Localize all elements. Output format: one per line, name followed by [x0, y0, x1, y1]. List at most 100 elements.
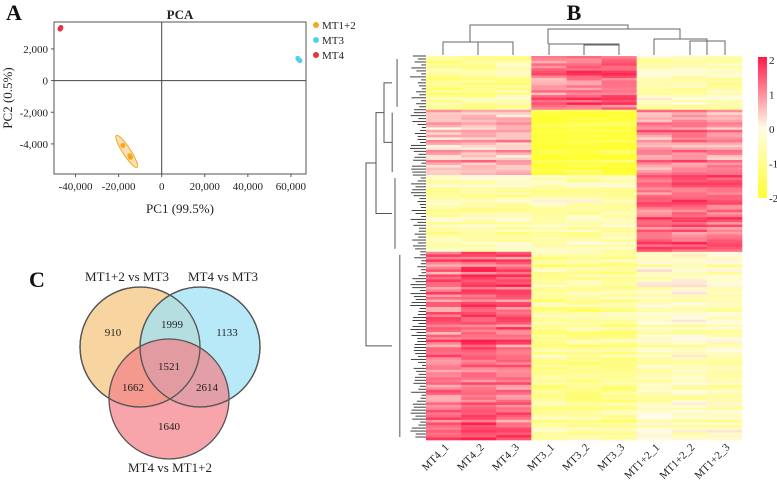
heatmap-cell	[601, 394, 637, 398]
heatmap-cell	[671, 412, 708, 416]
heatmap-cell	[426, 224, 462, 228]
heatmap-cell	[531, 199, 567, 203]
heatmap-cell	[671, 309, 708, 313]
heatmap-cell	[496, 309, 532, 313]
heatmap-cell	[601, 194, 637, 198]
heatmap-cell	[706, 276, 743, 280]
heatmap-cell	[706, 317, 743, 320]
heatmap-cell	[426, 187, 462, 191]
heatmap-cell	[461, 349, 497, 353]
heatmap-cell	[636, 209, 673, 213]
heatmap-cell	[496, 75, 532, 79]
heatmap-cell	[496, 249, 532, 253]
heatmap-cell	[496, 70, 532, 74]
heatmap-cell	[636, 264, 673, 268]
heatmap-cell	[601, 284, 637, 288]
heatmap-cell	[706, 207, 743, 211]
heatmap-cell	[531, 152, 567, 156]
heatmap-cell	[566, 309, 602, 313]
heatmap-cell	[671, 377, 708, 381]
heatmap-cell	[496, 222, 532, 225]
heatmap-cell	[426, 322, 462, 325]
heatmap-cell	[426, 427, 462, 431]
heatmap-cell	[706, 68, 743, 71]
heatmap-cell	[426, 429, 462, 433]
heatmap-cell	[461, 274, 497, 278]
heatmap-cell	[461, 75, 497, 79]
heatmap-cell	[601, 164, 637, 168]
colorbar-tick-label: 0	[769, 124, 775, 136]
heatmap-cell	[531, 77, 567, 81]
heatmap-cell	[461, 369, 497, 373]
heatmap-cell	[461, 229, 497, 233]
heatmap-cell	[636, 104, 673, 108]
heatmap-cell	[426, 284, 462, 288]
heatmap-cell	[531, 58, 567, 62]
venn-count-1-2: 1999	[161, 319, 184, 331]
heatmap-cell	[601, 251, 637, 255]
pca-title: PCA	[167, 7, 194, 22]
heatmap-cell	[601, 291, 637, 295]
heatmap-cell	[496, 68, 532, 71]
colorbar-tick-label: 2	[769, 55, 775, 67]
heatmap-cell	[461, 175, 497, 178]
heatmap-cell	[531, 332, 567, 335]
heatmap-cell	[426, 372, 462, 376]
heatmap-cell	[636, 82, 673, 86]
heatmap-cell	[566, 182, 602, 186]
heatmap-cell	[601, 309, 637, 313]
heatmap-cell	[706, 422, 743, 426]
heatmap-cell	[461, 207, 497, 211]
heatmap-cell	[531, 249, 567, 253]
heatmap-cell	[566, 251, 602, 255]
heatmap-cell	[496, 147, 532, 151]
heatmap-cell	[636, 152, 673, 156]
heatmap-cell	[461, 407, 497, 411]
heatmap-cell	[706, 236, 743, 240]
heatmap-cell	[706, 377, 743, 381]
heatmap-cell	[461, 256, 497, 260]
heatmap-cell	[426, 63, 462, 67]
heatmap-cell	[426, 80, 462, 84]
heatmap-cell	[566, 389, 602, 393]
heatmap-cell	[671, 222, 708, 225]
heatmap-cell	[531, 387, 567, 391]
heatmap-cell	[496, 437, 532, 441]
heatmap-cell	[496, 357, 532, 361]
heatmap-cell	[636, 58, 673, 62]
heatmap-cell	[671, 379, 708, 383]
heatmap-cell	[601, 296, 637, 300]
heatmap-cell	[601, 197, 637, 201]
heatmap-cell	[636, 102, 673, 106]
heatmap-cell	[601, 162, 637, 166]
heatmap-cell	[601, 134, 637, 138]
heatmap-cell	[601, 266, 637, 270]
heatmap-cell	[531, 232, 567, 235]
heatmap-cell	[671, 119, 708, 123]
heatmap-cell	[496, 407, 532, 411]
heatmap-cell	[706, 279, 743, 283]
heatmap-cell	[636, 207, 673, 211]
heatmap-cell	[566, 147, 602, 151]
heatmap-cell	[531, 239, 567, 243]
heatmap-cell	[426, 229, 462, 233]
heatmap-cell	[496, 304, 532, 308]
heatmap-cell	[706, 65, 743, 69]
heatmap-cell	[601, 369, 637, 373]
heatmap-cell	[531, 82, 567, 86]
heatmap-cell	[426, 134, 462, 138]
heatmap-cell	[636, 322, 673, 325]
heatmap-cell	[706, 294, 743, 298]
heatmap-cell	[531, 314, 567, 318]
heatmap-cell	[671, 389, 708, 393]
heatmap-cell	[426, 432, 462, 436]
heatmap-cell	[636, 149, 673, 153]
heatmap-cell	[531, 107, 567, 111]
heatmap-cell	[566, 199, 602, 203]
heatmap-cell	[601, 107, 637, 111]
heatmap-cell	[601, 307, 637, 310]
heatmap-cell	[566, 432, 602, 436]
heatmap-cell	[531, 414, 567, 418]
heatmap-cell	[636, 402, 673, 406]
